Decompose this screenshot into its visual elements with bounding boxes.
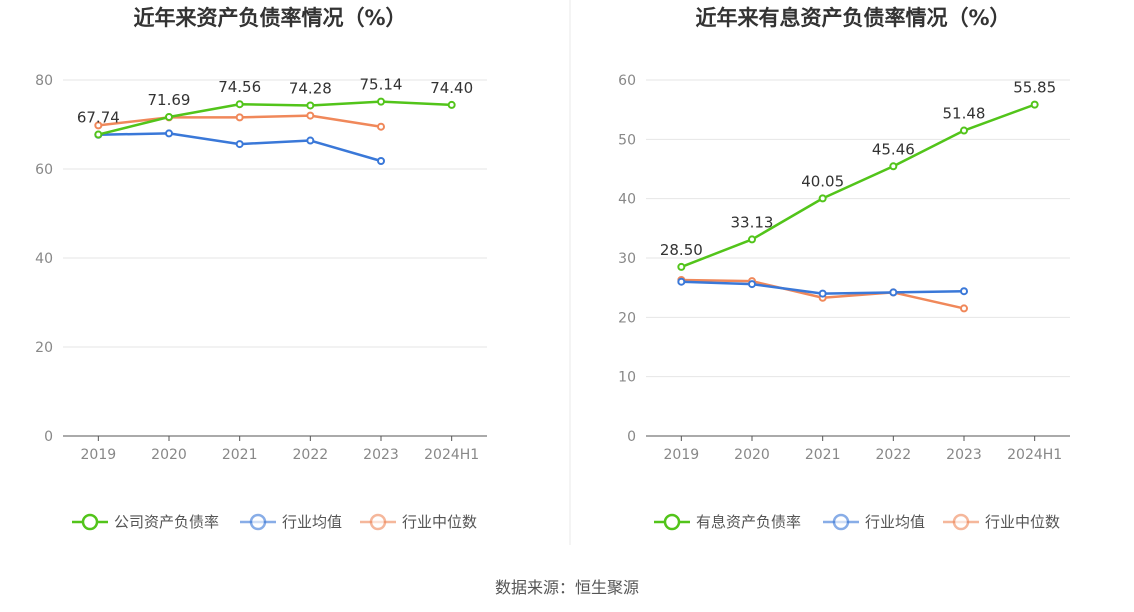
data-point: [818, 289, 827, 298]
series-line: [680, 103, 1036, 269]
data-label: 74.40: [430, 79, 473, 97]
y-tick-label: 0: [44, 429, 53, 445]
chart-title: 近年来资产负债率情况（%）: [133, 6, 406, 30]
data-point: [306, 101, 315, 110]
x-tick-label: 2023: [363, 447, 399, 463]
data-point: [235, 100, 244, 109]
data-point: [889, 162, 898, 171]
data-point: [377, 122, 385, 131]
legend-marker: [81, 513, 99, 531]
legend-label: 行业均值: [282, 513, 342, 531]
x-tick-label: 2023: [946, 447, 982, 463]
x-tick-label: 2020: [151, 447, 187, 463]
x-tick-label: 2019: [664, 447, 700, 463]
y-tick-label: 60: [35, 162, 53, 178]
legend-label: 行业均值: [865, 513, 925, 531]
chart-panel-1: 近年来资产负债率情况（%） 0 20 40 60 80 2019 2020 2021 2022 20…: [35, 6, 487, 531]
data-label: 51.48: [943, 105, 986, 123]
y-tick-label: 40: [35, 251, 53, 267]
legend-item: 行业中位数: [360, 513, 477, 531]
x-tick-label: 2024H1: [424, 447, 479, 463]
x-tick-label: 2022: [876, 447, 912, 463]
x-tick-label: 2019: [81, 447, 117, 463]
data-point: [377, 97, 385, 106]
x-tick-label: 2020: [734, 447, 770, 463]
legend-item: 行业中位数: [943, 513, 1060, 531]
series-line: [98, 100, 452, 136]
y-tick-label: 80: [35, 73, 53, 89]
legend-label: 行业中位数: [985, 513, 1060, 531]
legend-item: 有息资产负债率: [654, 513, 801, 531]
data-point: [377, 156, 385, 165]
data-point: [748, 235, 756, 244]
y-tick-label: 40: [618, 192, 636, 208]
data-point: [818, 194, 827, 203]
data-point: [165, 129, 173, 138]
y-tick-label: 0: [627, 429, 636, 445]
data-label: 71.69: [148, 91, 191, 109]
data-source: 数据来源：恒生聚源: [494, 578, 639, 597]
x-tick-label: 2021: [222, 447, 258, 463]
data-label: 75.14: [360, 76, 403, 94]
data-point: [1030, 100, 1039, 109]
legend-label: 行业中位数: [402, 513, 477, 531]
data-label: 45.46: [872, 140, 915, 158]
legend-label: 有息资产负债率: [696, 513, 801, 531]
y-tick-label: 20: [618, 310, 636, 326]
y-tick-label: 20: [35, 340, 53, 356]
chart-panel-2: 近年来有息资产负债率情况（%） 0 10 20 30 40 50 60 2019 2020 2021…: [618, 6, 1070, 531]
data-point: [748, 280, 756, 289]
data-label: 67.74: [77, 109, 120, 127]
y-tick-label: 60: [618, 73, 636, 89]
data-label: 33.13: [731, 213, 774, 231]
y-tick-label: 10: [618, 370, 636, 386]
data-point: [165, 112, 173, 121]
data-point: [960, 304, 968, 313]
legend-label: 公司资产负债率: [114, 513, 219, 531]
data-point: [306, 136, 315, 145]
data-point: [677, 262, 686, 271]
legend-item: 公司资产负债率: [72, 513, 219, 531]
x-tick-label: 2022: [293, 447, 329, 463]
data-point: [960, 126, 968, 135]
data-point: [94, 121, 103, 130]
data-point: [447, 100, 456, 109]
x-tick-label: 2024H1: [1007, 447, 1062, 463]
legend-marker: [369, 513, 387, 531]
legend-marker: [249, 513, 267, 531]
data-label: 28.50: [660, 241, 703, 259]
data-point: [960, 287, 968, 296]
data-point: [235, 140, 244, 149]
data-label: 74.56: [218, 78, 261, 96]
chart-title: 近年来有息资产负债率情况（%）: [695, 6, 1010, 30]
data-label: 55.85: [1013, 79, 1056, 97]
legend-marker: [663, 513, 681, 531]
legend-marker: [952, 513, 970, 531]
data-point: [889, 288, 898, 297]
data-point: [306, 111, 315, 120]
y-tick-label: 30: [618, 251, 636, 267]
data-point: [235, 113, 244, 122]
data-point: [677, 277, 686, 286]
legend-marker: [832, 513, 850, 531]
y-tick-label: 50: [618, 132, 636, 148]
data-label: 40.05: [801, 172, 844, 190]
legend-item: 行业均值: [240, 513, 342, 531]
data-label: 74.28: [289, 79, 332, 97]
legend-item: 行业均值: [823, 513, 925, 531]
data-point: [94, 130, 103, 139]
x-tick-label: 2021: [805, 447, 841, 463]
